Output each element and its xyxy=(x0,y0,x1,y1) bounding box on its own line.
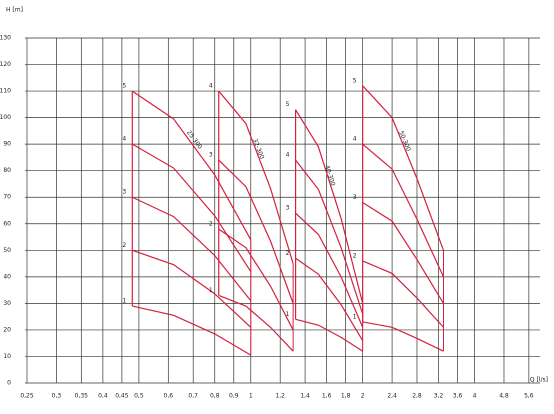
curve-label: 4 xyxy=(122,136,126,143)
x-tick-label: 1,4 xyxy=(300,393,310,400)
x-tick-label: 5,6 xyxy=(524,393,534,400)
x-tick-label: 0,5 xyxy=(134,393,144,400)
pump-curve xyxy=(132,196,252,302)
curve-label: 1 xyxy=(122,298,126,305)
curve-label: 2 xyxy=(122,242,126,249)
curve-label: 3 xyxy=(122,189,126,196)
curve-label: 1 xyxy=(286,311,290,318)
curve-label: 4 xyxy=(209,83,213,90)
family-label: 40-300 xyxy=(323,164,336,187)
x-tick-label: 1,6 xyxy=(322,393,332,400)
pump-curve xyxy=(132,305,252,356)
pump-curve xyxy=(132,249,252,328)
x-tick-label: 0,9 xyxy=(229,393,239,400)
y-tick-label: 50 xyxy=(3,247,11,254)
pump-curve xyxy=(131,90,252,240)
x-tick-label: 0,6 xyxy=(164,393,174,400)
curve-label: 2 xyxy=(286,250,290,257)
family-label: 50-300 xyxy=(397,130,412,152)
x-tick-label: 0,8 xyxy=(210,393,220,400)
x-tick-label: 0,7 xyxy=(188,393,198,400)
x-tick-label: 0,4 xyxy=(98,393,108,400)
x-tick-label: 2,8 xyxy=(412,393,422,400)
x-tick-label: 2 xyxy=(361,393,365,400)
curve-label: 5 xyxy=(286,101,290,108)
pump-curve xyxy=(295,159,364,315)
x-tick-label: 1 xyxy=(249,393,253,400)
x-axis-title: Q [l/s] xyxy=(530,377,548,384)
curve-label: 4 xyxy=(353,136,357,143)
curve-label: 3 xyxy=(286,205,290,212)
y-tick-label: 70 xyxy=(3,194,11,201)
pump-curve xyxy=(131,143,252,272)
x-tick-label: 4 xyxy=(473,393,477,400)
pump-curve xyxy=(362,260,444,328)
curve-label: 1 xyxy=(209,287,213,294)
curve-label: 5 xyxy=(122,83,126,90)
pump-curve xyxy=(218,159,294,304)
y-tick-label: 10 xyxy=(3,353,11,360)
y-tick-label: 130 xyxy=(0,35,11,42)
pump-curve xyxy=(362,85,445,251)
curve-label: 4 xyxy=(286,152,290,159)
family-label: 32-300 xyxy=(251,138,265,161)
y-tick-label: 100 xyxy=(0,114,11,121)
pump-curve xyxy=(362,202,445,304)
curve-label: 2 xyxy=(353,252,357,259)
x-tick-label: 0,3 xyxy=(52,393,62,400)
pump-curve xyxy=(218,228,294,331)
x-tick-label: 1,8 xyxy=(341,393,351,400)
y-tick-label: 60 xyxy=(3,220,11,227)
curve-label: 5 xyxy=(353,77,357,84)
pump-curve xyxy=(295,318,363,352)
pump-curve xyxy=(295,109,364,304)
x-tick-label: 2,4 xyxy=(387,393,397,400)
y-tick-label: 30 xyxy=(3,300,11,307)
x-tick-label: 3,2 xyxy=(434,393,444,400)
pump-curve xyxy=(295,257,364,341)
x-tick-label: 0,45 xyxy=(115,393,129,400)
y-axis-title: H [m] xyxy=(6,7,23,14)
y-tick-label: 40 xyxy=(3,273,11,280)
curve-label: 3 xyxy=(353,194,357,201)
x-tick-label: 0,35 xyxy=(75,393,89,400)
x-tick-label: 4,8 xyxy=(499,393,509,400)
y-tick-label: 80 xyxy=(3,167,11,174)
pump-curve xyxy=(295,212,364,328)
pump-curve xyxy=(218,294,294,352)
curve-label: 1 xyxy=(353,313,357,320)
y-tick-label: 110 xyxy=(0,88,11,95)
pump-curve xyxy=(218,90,294,264)
curve-label: 3 xyxy=(209,152,213,159)
y-tick-label: 20 xyxy=(3,326,11,333)
pump-curve xyxy=(362,143,445,278)
x-tick-label: 1,2 xyxy=(275,393,285,400)
x-tick-label: 0,25 xyxy=(20,393,34,400)
x-tick-label: 3,6 xyxy=(453,393,463,400)
curve-label: 2 xyxy=(209,221,213,228)
y-tick-label: 90 xyxy=(3,141,11,148)
pump-curve xyxy=(362,321,444,352)
y-tick-label: 120 xyxy=(0,61,11,68)
y-tick-label: 0 xyxy=(7,380,11,387)
